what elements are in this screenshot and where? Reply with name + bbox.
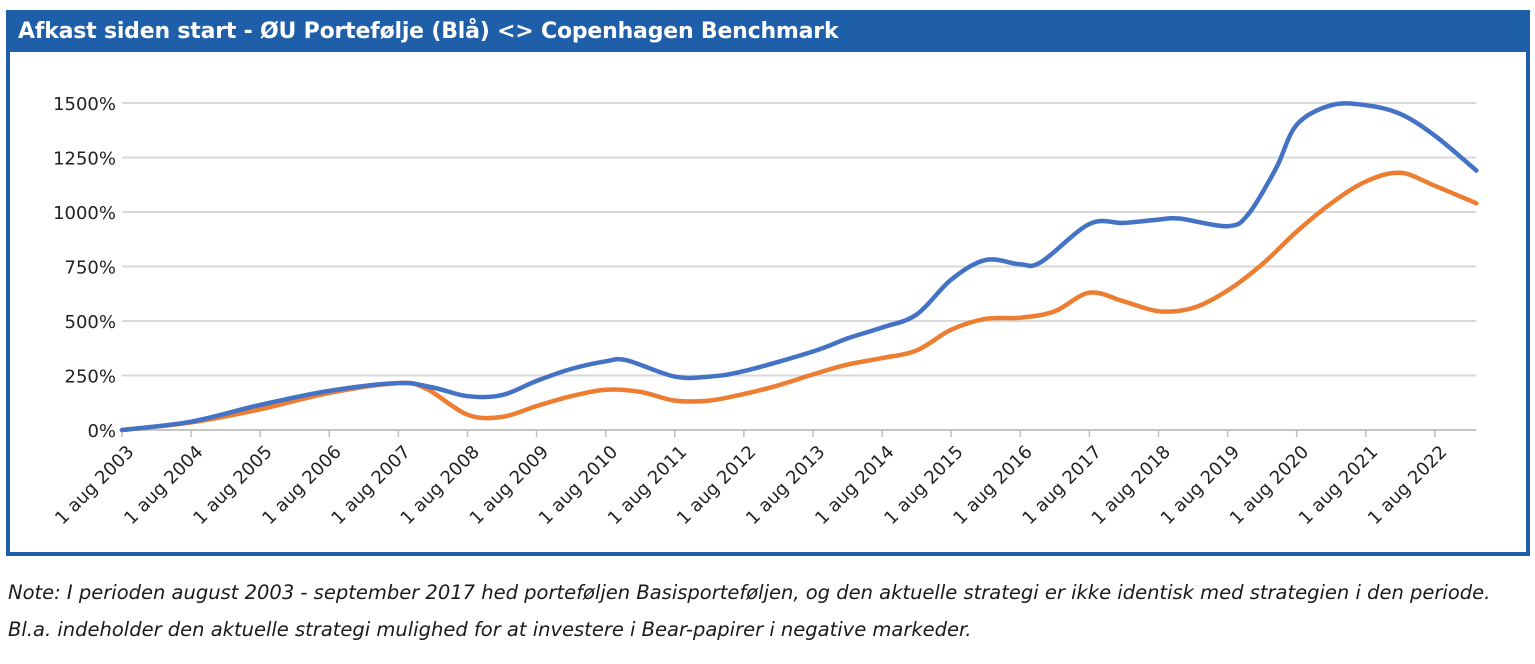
y-tick-label: 0% — [87, 421, 116, 442]
y-tick-label: 250% — [65, 367, 116, 388]
series-line-orange — [119, 170, 1479, 433]
y-tick-label: 1000% — [53, 203, 116, 224]
y-tick-label: 1250% — [53, 149, 116, 170]
y-tick-label: 750% — [65, 258, 116, 279]
y-tick-label: 1500% — [53, 94, 116, 115]
chart-note: Note: I perioden august 2003 - september… — [8, 581, 1491, 641]
chart-panel: Afkast siden start - ØU Portefølje (Blå)… — [6, 10, 1530, 556]
plot-area: 0% 250% 500% 750% 1000% 1250% 1500% 1 aug 2003 1… — [10, 52, 1526, 552]
chart-title: Afkast siden start - ØU Portefølje (Blå)… — [18, 19, 839, 44]
y-tick-label: 500% — [65, 312, 116, 333]
series-line-blue — [119, 101, 1479, 433]
line-chart: 0%250%500%750%1000%1250%1500%1 aug 20031… — [51, 94, 1479, 529]
